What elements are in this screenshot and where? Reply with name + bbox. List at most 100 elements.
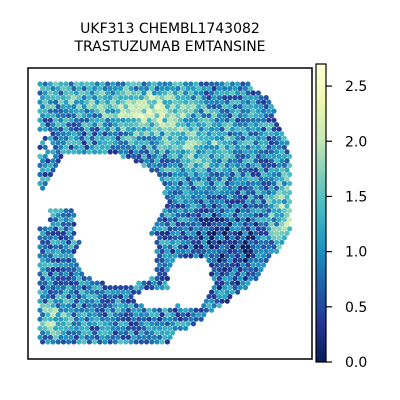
spot (92, 149, 98, 155)
spot (206, 185, 212, 191)
spot (115, 126, 121, 132)
spot (86, 149, 92, 155)
spot (92, 303, 98, 309)
spot (235, 280, 241, 286)
spot (73, 117, 79, 123)
spot (107, 85, 113, 92)
spot (242, 176, 248, 182)
spot (53, 226, 59, 232)
spot (211, 95, 217, 101)
spot (279, 131, 285, 137)
spot (123, 85, 129, 92)
spot (42, 253, 48, 259)
spot (229, 162, 235, 168)
spot (71, 275, 77, 282)
spot (68, 126, 74, 132)
spot (211, 212, 217, 218)
spot (112, 303, 118, 309)
spot (157, 271, 163, 277)
spot (167, 208, 173, 214)
spot (47, 162, 54, 168)
spot (281, 208, 287, 214)
spot (266, 244, 272, 250)
spot (167, 126, 173, 132)
spot (209, 144, 215, 150)
spot (53, 307, 59, 313)
spot (63, 334, 69, 340)
spot (250, 180, 256, 187)
spot (196, 158, 202, 164)
spot (68, 81, 74, 87)
spot (68, 316, 74, 322)
spot (99, 135, 105, 141)
spot (281, 235, 287, 241)
spot (245, 199, 251, 205)
spot (55, 248, 61, 254)
spot (240, 235, 246, 241)
spot (198, 81, 204, 87)
spot (63, 289, 69, 295)
spot (47, 280, 54, 286)
spot (203, 235, 209, 241)
spot (55, 122, 61, 128)
spot (149, 131, 155, 137)
spot (193, 153, 199, 159)
spot (115, 117, 121, 123)
spot (42, 307, 48, 313)
spot (50, 149, 56, 155)
spot (42, 81, 48, 87)
spot (196, 167, 202, 173)
spot (79, 289, 85, 295)
spot (201, 194, 207, 200)
spot (94, 108, 100, 114)
spot (53, 144, 59, 150)
spot (240, 108, 246, 114)
spot (66, 312, 72, 318)
spot (97, 104, 103, 110)
spot (255, 108, 261, 114)
spot (258, 176, 264, 182)
spot (138, 158, 144, 164)
spot (175, 303, 181, 309)
spot (214, 126, 220, 132)
plot-frame (27, 67, 313, 360)
spot (42, 126, 48, 132)
spot (105, 117, 111, 123)
spot (37, 244, 43, 250)
spot (258, 257, 264, 263)
spot (201, 95, 207, 101)
spot (42, 135, 48, 141)
spot (258, 104, 264, 110)
spot (68, 334, 74, 340)
spot (128, 122, 134, 128)
spot (235, 190, 241, 196)
spot (128, 85, 134, 92)
spot (219, 117, 225, 123)
spot (118, 140, 124, 146)
spot (248, 221, 254, 227)
spot (185, 212, 191, 218)
spot (281, 162, 287, 168)
spot (149, 85, 155, 92)
spot (55, 212, 61, 218)
spot (206, 230, 212, 236)
spot (162, 190, 168, 196)
spot (253, 131, 259, 137)
spot (237, 176, 243, 182)
spot (214, 90, 220, 96)
spot (170, 239, 176, 245)
spot (268, 131, 274, 137)
spot (196, 239, 202, 245)
spot (76, 140, 82, 146)
spot (55, 312, 61, 318)
spot (263, 131, 269, 137)
spot (97, 140, 103, 146)
spot (170, 321, 176, 327)
spot (266, 171, 272, 178)
spot (128, 303, 134, 309)
colorbar-tick-label: 0.0 (345, 355, 367, 371)
spot (131, 307, 137, 313)
spot (123, 131, 129, 137)
spot (47, 226, 54, 232)
spot (40, 230, 46, 236)
